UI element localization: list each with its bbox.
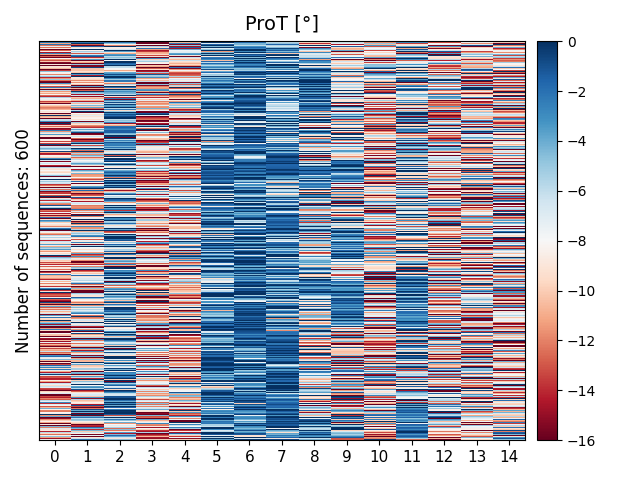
Y-axis label: Number of sequences: 600: Number of sequences: 600 — [15, 128, 33, 353]
Title: ProT [°]: ProT [°] — [245, 15, 319, 34]
